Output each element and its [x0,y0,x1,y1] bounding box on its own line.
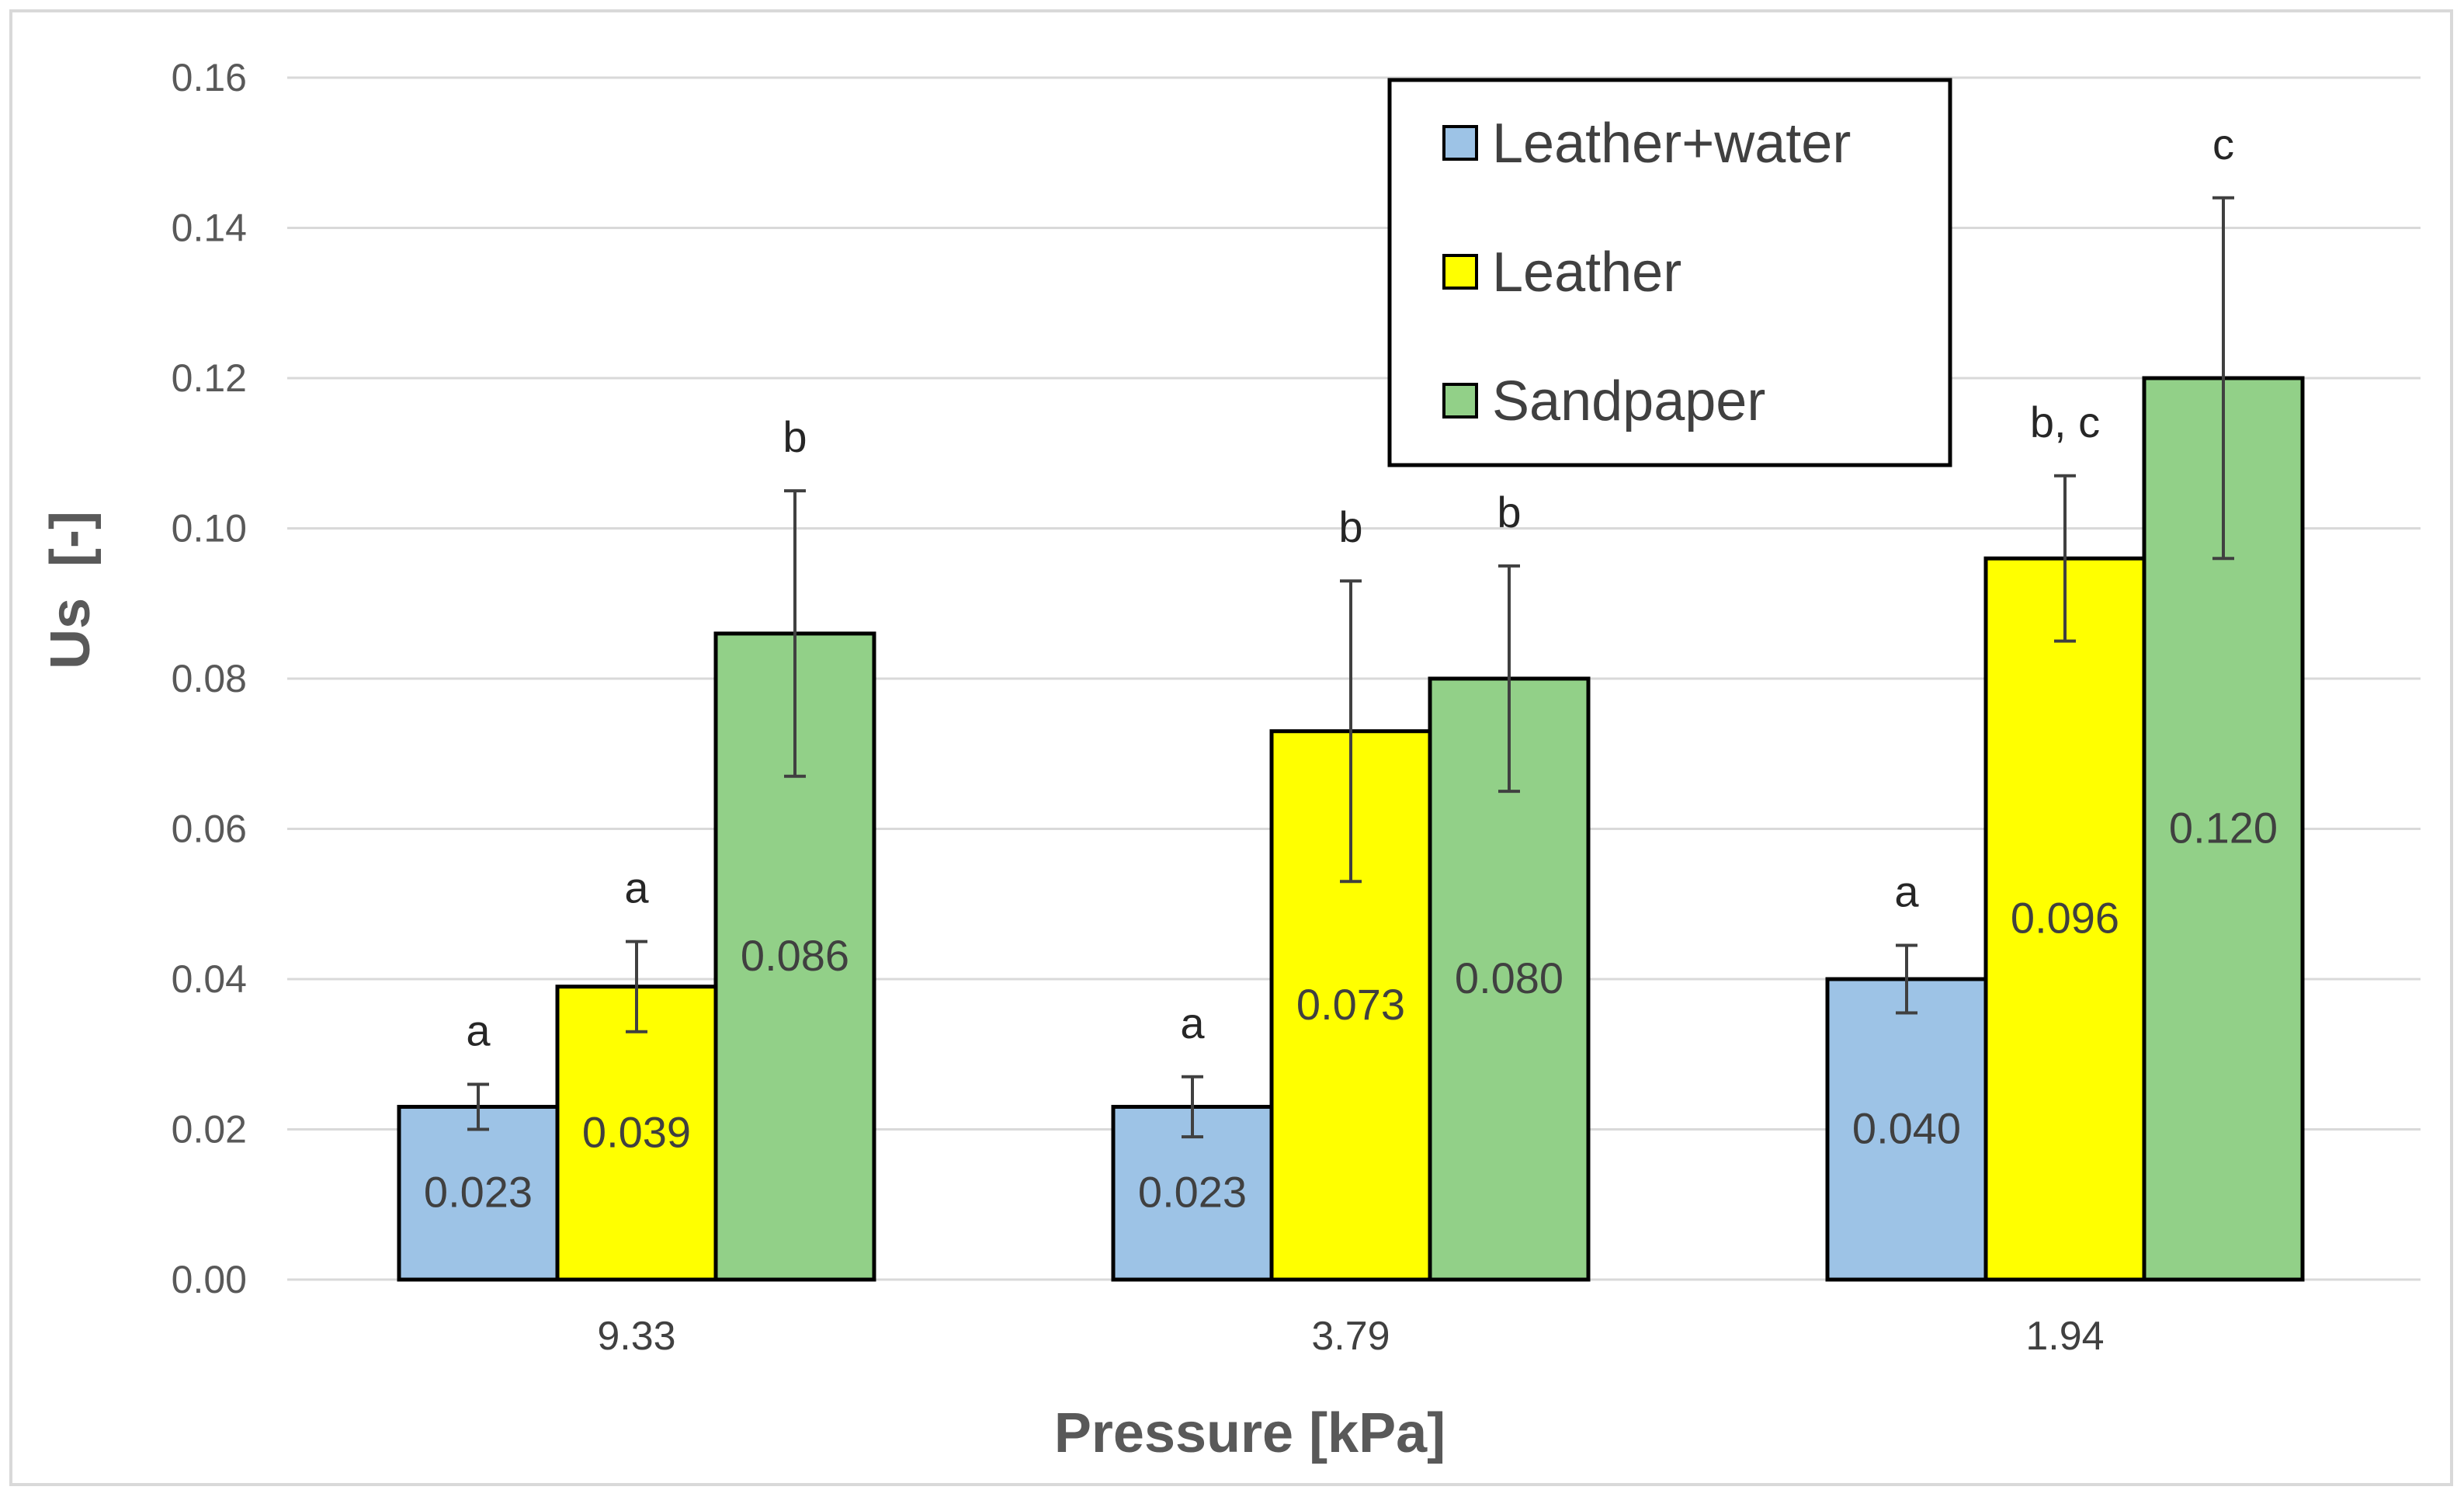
y-tick-label: 0.06 [172,808,247,851]
bar-leather-water [1825,977,1988,1282]
data-label-leather: 0.039 [582,1107,691,1156]
significance-letters: a a a a b b, c b b c [466,120,2234,1055]
significance-letter: a [466,1006,491,1054]
x-category-label: 9.33 [597,1314,675,1359]
y-tick-label: 0.08 [172,657,247,700]
x-axis-categories: 9.33 3.79 1.94 [597,1314,2104,1359]
y-tick-label: 0.14 [172,207,247,250]
legend-box [1387,78,1952,467]
legend-swatch [1442,254,1478,290]
legend-label: Leather+water [1492,113,1851,175]
data-label-leather-water: 0.040 [1852,1104,1961,1153]
data-label-sandpaper: 0.120 [2169,804,2278,853]
data-label-leather: 0.073 [1296,980,1405,1029]
legend-swatch [1442,383,1478,419]
significance-letter: a [1894,867,1919,915]
y-tick-label: 0.12 [172,356,247,400]
y-axis-title: Us [-] [40,511,102,669]
legend-swatch [1442,125,1478,161]
significance-letter: b, c [2030,398,2100,446]
significance-letter: a [1180,999,1205,1047]
bar-leather-water [397,1104,560,1282]
error-bars [467,196,2234,1139]
significance-letter: c [2212,120,2234,168]
significance-letter: b [783,412,807,461]
data-label-leather: 0.096 [2011,894,2119,943]
significance-letter: b [1338,502,1362,551]
y-tick-label: 0.16 [172,56,247,99]
significance-letter: a [624,863,649,912]
x-category-label: 1.94 [2025,1314,2104,1359]
legend-label: Leather [1492,241,1681,304]
y-tick-label: 0.04 [172,957,247,1001]
legend: Leather+water Leather Sandpaper [1387,78,1952,467]
data-label-sandpaper: 0.086 [741,931,849,980]
y-tick-label: 0.02 [172,1108,247,1151]
y-tick-label: 0.10 [172,507,247,551]
y-tick-label: 0.00 [172,1258,247,1301]
y-axis-ticks: 0.00 0.02 0.04 0.06 0.08 0.10 0.12 0.14 0.16 [172,56,247,1301]
legend-label: Sandpaper [1492,370,1765,432]
x-axis-title: Pressure [kPa] [1054,1402,1445,1464]
data-label-sandpaper: 0.080 [1455,953,1563,1002]
data-label-leather-water: 0.023 [424,1168,533,1217]
data-label-leather-water: 0.023 [1138,1168,1247,1217]
significance-letter: b [1497,488,1521,537]
data-labels: 0.023 0.023 0.040 0.039 0.073 0.096 0.086 0.080… [424,804,2278,1217]
x-category-label: 3.79 [1311,1314,1390,1359]
